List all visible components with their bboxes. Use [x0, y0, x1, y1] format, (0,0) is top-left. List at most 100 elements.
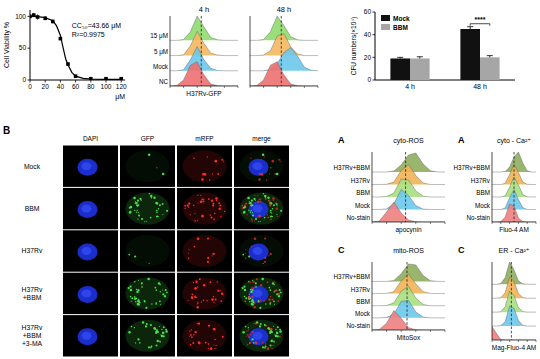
rfp-punctum	[197, 220, 198, 221]
gfp-punctum	[155, 332, 157, 334]
gfp-punctum	[148, 153, 150, 155]
gfp-punctum	[251, 303, 253, 305]
gfp-punctum	[253, 198, 255, 200]
gfp-punctum	[250, 291, 252, 293]
row-label-line: +BBM	[23, 332, 42, 339]
gfp-punctum	[252, 215, 254, 217]
plot-area	[372, 264, 445, 330]
histogram	[492, 262, 536, 284]
rfp-punctum	[278, 159, 280, 161]
rfp-punctum	[214, 160, 217, 163]
micrograph	[120, 188, 175, 229]
gfp-punctum	[138, 280, 139, 281]
rfp-punctum	[188, 258, 189, 259]
histogram	[170, 46, 238, 70]
x-axis	[372, 330, 445, 331]
rfp-punctum	[223, 161, 224, 162]
reference-line	[281, 16, 282, 86]
gfp-punctum	[262, 346, 264, 348]
rfp-punctum	[251, 296, 253, 298]
x-axis	[492, 340, 536, 341]
x-tick	[445, 330, 446, 332]
rfp-punctum	[246, 336, 247, 337]
gfp-punctum	[273, 204, 275, 206]
rfp-punctum	[208, 348, 209, 349]
gfp-punctum	[269, 303, 270, 304]
rfp-punctum	[194, 331, 196, 333]
gfp-punctum	[136, 289, 137, 290]
y-axis	[170, 16, 171, 86]
cell-body	[183, 150, 227, 182]
x-axis	[250, 86, 318, 87]
rfp-punctum	[266, 179, 267, 180]
cell-body	[240, 193, 284, 225]
histogram	[492, 327, 536, 340]
panel-letter: C	[458, 245, 465, 255]
rfp-punctum	[190, 334, 192, 336]
rfp-punctum	[264, 238, 266, 240]
rfp-punctum	[260, 200, 262, 202]
gfp-punctum	[269, 302, 271, 304]
gfp-punctum	[161, 329, 162, 330]
micrograph	[234, 146, 289, 187]
rfp-punctum	[254, 195, 255, 196]
gfp-punctum	[162, 293, 164, 295]
rfp-punctum	[204, 173, 207, 176]
micrograph	[120, 273, 175, 314]
gfp-punctum	[279, 289, 281, 291]
rfp-punctum	[219, 205, 221, 207]
gfp-punctum	[273, 300, 275, 302]
rfp-punctum	[257, 201, 260, 204]
row-label: H37Rv	[471, 177, 491, 184]
gfp-punctum	[146, 307, 148, 309]
rfp-punctum	[217, 281, 218, 282]
x-tick	[372, 330, 373, 332]
histogram-fill	[372, 190, 445, 210]
reference-line	[511, 262, 512, 340]
nucleus-core	[82, 247, 92, 255]
gfp-punctum	[153, 197, 155, 199]
y-tick	[373, 57, 376, 58]
gfp-punctum	[137, 303, 139, 305]
gfp-punctum	[280, 210, 282, 212]
gfp-punctum	[269, 289, 271, 291]
rfp-punctum	[249, 294, 251, 296]
gfp-punctum	[156, 202, 158, 204]
rfp-punctum	[185, 208, 187, 210]
micrograph	[234, 188, 289, 229]
legend-swatch	[381, 15, 390, 21]
rfp-punctum	[250, 204, 251, 205]
gfp-punctum	[162, 289, 163, 290]
gfp-punctum	[134, 298, 136, 300]
nucleus-core	[82, 205, 92, 213]
rfp-punctum	[265, 198, 267, 200]
rfp-punctum	[271, 160, 274, 163]
gfp-punctum	[279, 330, 282, 333]
x-tick	[263, 86, 264, 88]
y-tick-label: 0	[22, 76, 26, 83]
micrograph	[63, 146, 118, 187]
rfp-punctum	[197, 323, 198, 324]
micrograph	[120, 315, 175, 356]
rfp-punctum	[267, 214, 268, 215]
rfp-punctum	[188, 249, 189, 250]
nucleus-core	[253, 289, 263, 297]
gfp-punctum	[134, 327, 135, 328]
row-label: BBM	[476, 189, 490, 196]
rfp-punctum	[192, 294, 194, 296]
point	[74, 74, 78, 78]
point	[51, 20, 55, 24]
rfp-punctum	[267, 281, 269, 283]
gfp-punctum	[156, 167, 157, 168]
rfp-punctum	[270, 296, 272, 298]
gfp-punctum	[141, 282, 143, 284]
rfp-punctum	[218, 202, 220, 204]
gfp-punctum	[159, 326, 160, 327]
rfp-punctum	[277, 216, 278, 217]
micrograph	[63, 273, 118, 314]
nucleus-core	[253, 162, 263, 170]
point	[66, 62, 70, 66]
gfp-punctum	[244, 289, 246, 291]
x-tick-label: 120	[116, 83, 127, 90]
gfp-punctum	[264, 195, 266, 197]
